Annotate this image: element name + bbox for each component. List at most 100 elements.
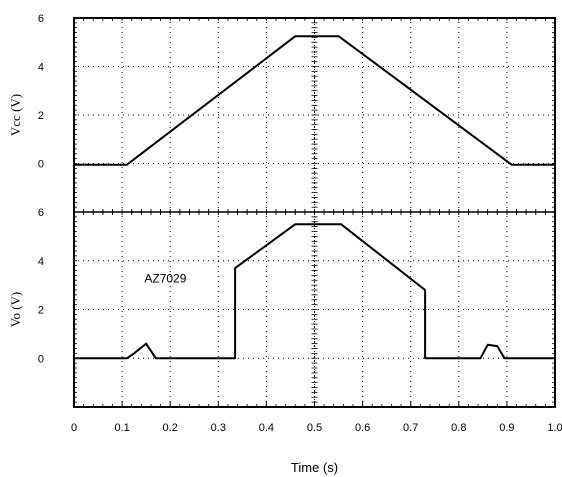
grid-dot	[362, 187, 364, 188]
grid-dot	[265, 122, 267, 123]
grid-dot	[410, 167, 412, 168]
grid-dot	[265, 346, 267, 347]
grid-dot	[410, 341, 412, 342]
grid-dot	[410, 172, 412, 173]
grid-dot	[410, 351, 412, 352]
grid-dot	[265, 172, 267, 173]
grid-dot	[443, 260, 444, 262]
grid-dot	[265, 311, 267, 312]
grid-dot	[433, 114, 434, 116]
grid-dot	[265, 187, 267, 188]
grid-dot	[265, 241, 267, 242]
grid-dot	[314, 341, 315, 342]
grid-dot	[217, 221, 219, 222]
grid-dot	[443, 309, 444, 310]
grid-dot	[265, 391, 267, 392]
grid-dot	[308, 357, 309, 359]
x-tick-label: 0.4	[259, 422, 274, 434]
grid-dot	[328, 66, 329, 67]
grid-dot	[458, 177, 460, 178]
grid-dot	[506, 177, 508, 178]
grid-dot	[503, 163, 504, 164]
grid-dot	[253, 260, 254, 262]
grid-dot	[265, 22, 267, 23]
grid-dot	[362, 27, 364, 28]
grid-dot	[348, 309, 349, 310]
grid-dot	[362, 92, 364, 93]
grid-dot	[483, 114, 484, 116]
grid-dot	[217, 291, 219, 292]
grid-dot	[378, 357, 379, 359]
grid-dot	[169, 276, 171, 277]
grid-dot	[488, 114, 489, 116]
grid-dot	[265, 92, 267, 93]
grid-dot	[217, 271, 219, 272]
grid-dot	[217, 132, 219, 133]
grid-dot	[168, 163, 169, 164]
grid-dot	[118, 260, 119, 262]
grid-dot	[408, 66, 409, 67]
grid-dot	[265, 366, 267, 367]
grid-dot	[217, 137, 219, 138]
grid-dot	[493, 357, 494, 359]
grid-dot	[169, 366, 171, 367]
grid-dot	[408, 163, 409, 164]
grid-dot	[153, 357, 154, 359]
grid-dot	[169, 42, 171, 43]
grid-dot	[458, 296, 460, 297]
grid-dot	[458, 246, 460, 247]
grid-dot	[265, 326, 267, 327]
grid-dot	[478, 114, 479, 116]
grid-dot	[283, 260, 284, 262]
grid-dot	[314, 346, 315, 347]
grid-dot	[273, 163, 274, 164]
grid-dot	[138, 66, 139, 67]
grid-dot	[217, 202, 219, 203]
grid-dot	[506, 351, 508, 352]
grid-dot	[169, 52, 171, 53]
grid-dot	[88, 260, 89, 262]
grid-dot	[506, 22, 508, 23]
grid-dot	[169, 261, 171, 262]
grid-dot	[217, 92, 219, 93]
grid-dot	[508, 309, 509, 310]
grid-dot	[410, 137, 412, 138]
grid-dot	[113, 260, 114, 262]
grid-dot	[506, 207, 508, 208]
grid-dot	[121, 341, 123, 342]
grid-dot	[283, 163, 284, 164]
grid-dot	[314, 92, 315, 93]
grid-dot	[118, 66, 119, 67]
grid-dot	[233, 309, 234, 310]
grid-dot	[228, 66, 229, 67]
grid-dot	[314, 376, 315, 377]
grid-dot	[358, 309, 359, 310]
grid-dot	[388, 66, 389, 67]
grid-dot	[169, 371, 171, 372]
grid-dot	[410, 391, 412, 392]
grid-dot	[121, 321, 123, 322]
grid-dot	[168, 114, 169, 116]
grid-dot	[183, 309, 184, 310]
grid-dot	[169, 391, 171, 392]
grid-dot	[538, 114, 539, 116]
grid-dot	[523, 260, 524, 262]
grid-dot	[433, 66, 434, 67]
grid-dot	[333, 260, 334, 262]
grid-dot	[217, 306, 219, 307]
grid-dot	[169, 87, 171, 88]
grid-dot	[410, 37, 412, 38]
grid-dot	[283, 357, 284, 359]
grid-dot	[265, 216, 267, 217]
grid-dot	[483, 357, 484, 359]
grid-dot	[498, 309, 499, 310]
grid-dot	[458, 260, 459, 262]
grid-dot	[362, 296, 364, 297]
grid-dot	[121, 371, 123, 372]
grid-dot	[323, 163, 324, 164]
grid-dot	[138, 260, 139, 262]
grid-dot	[143, 309, 144, 310]
grid-dot	[362, 391, 364, 392]
grid-dot	[169, 27, 171, 28]
